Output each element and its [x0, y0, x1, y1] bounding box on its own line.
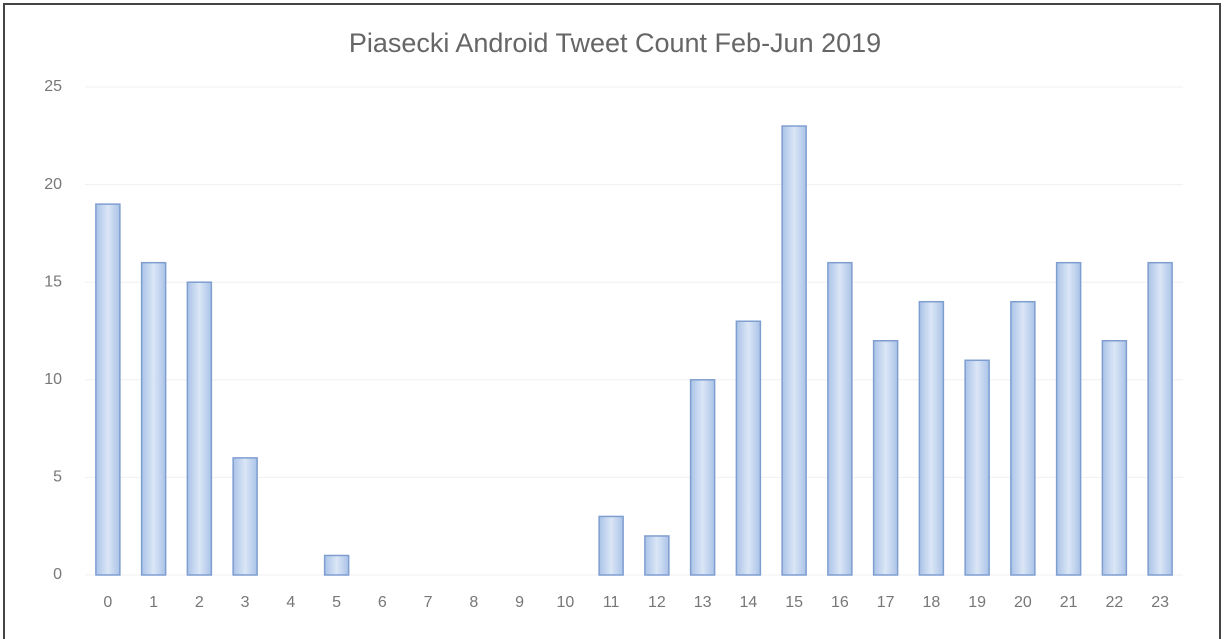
y-tick-label: 10 [44, 371, 62, 388]
x-tick-label: 16 [831, 594, 849, 611]
bar [1101, 340, 1128, 576]
x-tick-label: 20 [1014, 594, 1032, 611]
x-tick-label: 8 [469, 594, 478, 611]
y-tick-label: 15 [44, 273, 62, 290]
bar [918, 300, 945, 576]
bar [689, 379, 716, 576]
x-tick-label: 9 [515, 594, 524, 611]
bar [644, 535, 670, 576]
bar [872, 340, 899, 576]
x-tick-label: 10 [556, 594, 574, 611]
bar [781, 125, 807, 576]
bar [1010, 300, 1036, 576]
y-tick-label: 5 [53, 469, 62, 486]
bar [1147, 261, 1173, 576]
bar [735, 320, 762, 576]
x-tick-label: 19 [968, 594, 986, 611]
bar [232, 457, 258, 576]
x-tick-label: 11 [603, 594, 620, 611]
x-tick-label: 21 [1060, 594, 1078, 611]
bar [1055, 261, 1082, 576]
bar [323, 554, 350, 576]
x-tick-label: 22 [1105, 594, 1123, 611]
y-tick-label: 0 [53, 566, 62, 583]
x-tick-label: 14 [739, 594, 757, 611]
x-tick-label: 0 [103, 594, 112, 611]
frame [3, 3, 1221, 639]
x-tick-label: 7 [424, 594, 433, 611]
bar [598, 515, 624, 576]
x-tick-label: 12 [648, 594, 666, 611]
bar [140, 261, 167, 576]
y-tick-label: 25 [44, 78, 62, 95]
x-tick-label: 13 [694, 594, 712, 611]
x-tick-label: 4 [286, 594, 295, 611]
x-tick-label: 17 [877, 594, 895, 611]
chart-title: Piasecki Android Tweet Count Feb-Jun 201… [349, 28, 881, 58]
y-tick-label: 20 [44, 176, 62, 193]
x-tick-label: 15 [785, 594, 803, 611]
x-tick-label: 3 [241, 594, 250, 611]
x-tick-label: 5 [332, 594, 341, 611]
bar [95, 203, 121, 576]
bar [827, 261, 853, 576]
x-tick-label: 6 [378, 594, 387, 611]
bar [964, 359, 990, 576]
x-tick-label: 18 [922, 594, 940, 611]
x-tick-label: 2 [195, 594, 204, 611]
x-tick-label: 1 [149, 594, 158, 611]
x-tick-label: 23 [1151, 594, 1169, 611]
bar [186, 281, 213, 576]
